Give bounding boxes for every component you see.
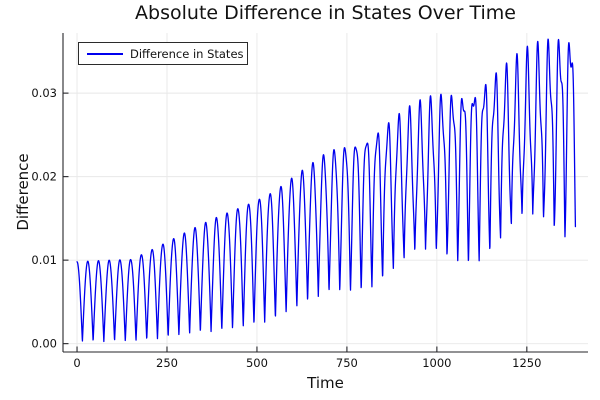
legend-label: Difference in States bbox=[130, 46, 244, 61]
y-tick-label: 0.02 bbox=[31, 170, 57, 184]
y-tick-label: 0.03 bbox=[31, 86, 57, 100]
y-tick-label: 0.01 bbox=[31, 253, 57, 267]
x-tick-label: 500 bbox=[246, 356, 268, 370]
tick-marks bbox=[63, 92, 528, 352]
x-tick-label: 1250 bbox=[512, 356, 541, 370]
x-tick-label: 1000 bbox=[422, 356, 451, 370]
series-line bbox=[76, 38, 577, 343]
y-axis-label: Difference bbox=[14, 153, 32, 231]
y-tick-labels: 0.00 0.01 0.02 0.03 bbox=[31, 86, 57, 351]
legend-line-sample bbox=[87, 52, 123, 55]
x-tick-label: 750 bbox=[336, 356, 358, 370]
chart-title: Absolute Difference in States Over Time bbox=[135, 2, 516, 24]
x-axis-label: Time bbox=[307, 374, 344, 392]
x-tick-label: 250 bbox=[156, 356, 178, 370]
axes-spines bbox=[62, 33, 588, 353]
x-tick-label: 0 bbox=[73, 356, 80, 370]
x-tick-labels: 0 250 500 750 1000 1250 bbox=[73, 356, 541, 370]
legend: Difference in States bbox=[78, 42, 248, 65]
y-tick-label: 0.00 bbox=[31, 337, 57, 351]
